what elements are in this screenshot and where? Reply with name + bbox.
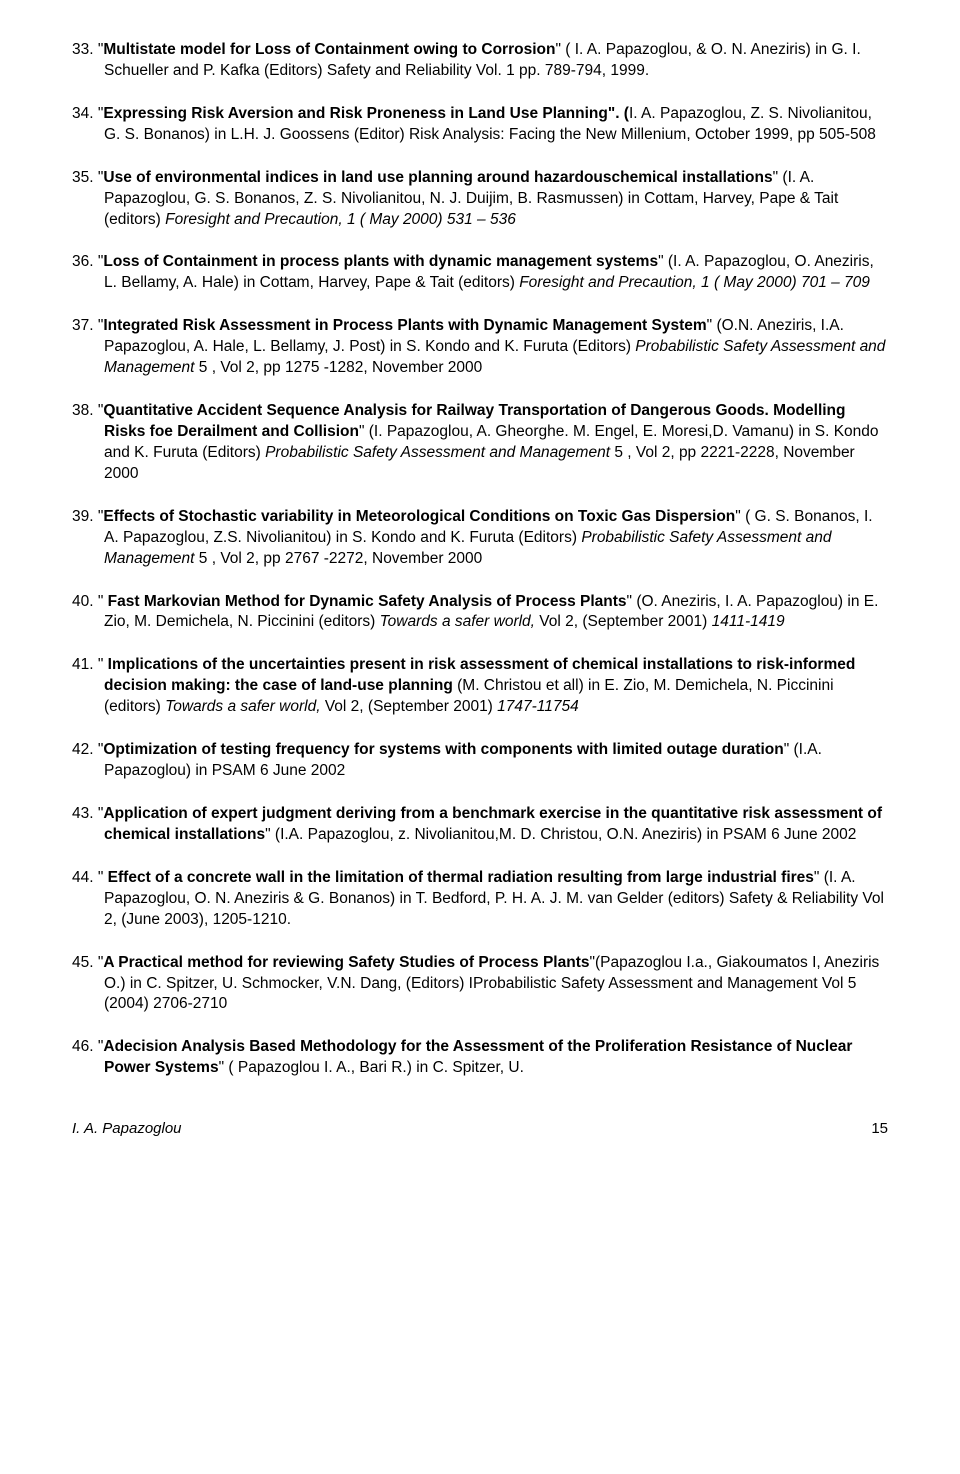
ref-prefix: " [98, 593, 108, 610]
ref-number: 45. [72, 954, 98, 971]
ref-number: 44. [72, 869, 98, 886]
ref-italic-2: 1747-11754 [497, 698, 579, 715]
ref-plain-tail: 5 , Vol 2, pp 2767 -2272, November 2000 [199, 550, 483, 567]
ref-suffix: " ( Papazoglou I. A., Bari R.) in C. Spi… [219, 1059, 524, 1076]
ref-italic: Towards a safer world, [380, 613, 540, 630]
reference-item: 45. "A Practical method for reviewing Sa… [72, 953, 888, 1016]
ref-prefix: " [98, 656, 108, 673]
ref-plain-tail: Vol 2, (September 2001) [539, 613, 711, 630]
ref-number: 42. [72, 741, 98, 758]
ref-plain-tail: Vol 2, (September 2001) [325, 698, 497, 715]
ref-italic: Towards a safer world, [165, 698, 325, 715]
reference-item: 37. "Integrated Risk Assessment in Proce… [72, 316, 888, 379]
reference-item: 40. " Fast Markovian Method for Dynamic … [72, 592, 888, 634]
ref-number: 38. [72, 402, 98, 419]
ref-title: Expressing Risk Aversion and Risk Pronen… [103, 105, 629, 122]
ref-title: A Practical method for reviewing Safety … [103, 954, 589, 971]
ref-title: Multistate model for Loss of Containment… [103, 41, 555, 58]
ref-number: 39. [72, 508, 98, 525]
ref-plain-tail: 5 , Vol 2, pp 1275 -1282, November 2000 [199, 359, 483, 376]
ref-number: 34. [72, 105, 98, 122]
ref-prefix: " [98, 869, 108, 886]
references-list: 33. " Multistate model for Loss of Contai… [72, 40, 888, 1079]
footer-author: I. A. Papazoglou [72, 1119, 182, 1139]
ref-number: 37. [72, 317, 98, 334]
ref-title: Loss of Containment in process plants wi… [103, 253, 658, 270]
ref-number: 41. [72, 656, 98, 673]
reference-item: 39. "Effects of Stochastic variability i… [72, 507, 888, 570]
ref-title: Use of environmental indices in land use… [103, 169, 772, 186]
ref-title: Fast Markovian Method for Dynamic Safety… [108, 593, 627, 610]
ref-italic: Foresight and Precaution, 1 ( May 2000) … [165, 211, 516, 228]
ref-title: Integrated Risk Assessment in Process Pl… [103, 317, 706, 334]
ref-number: 35. [72, 169, 98, 186]
ref-title: Effects of Stochastic variability in Met… [103, 508, 735, 525]
page-content: 33. " Multistate model for Loss of Contai… [0, 0, 960, 1189]
reference-item: 38. "Quantitative Accident Sequence Anal… [72, 401, 888, 485]
ref-number: 46. [72, 1038, 98, 1055]
reference-item: 35. "Use of environmental indices in lan… [72, 168, 888, 231]
page-number: 15 [871, 1119, 888, 1139]
reference-item: 36. "Loss of Containment in process plan… [72, 252, 888, 294]
ref-number: 36. [72, 253, 98, 270]
ref-number: 43. [72, 805, 98, 822]
ref-italic: Foresight and Precaution, 1 ( May 2000) … [519, 274, 870, 291]
ref-suffix: " (I.A. Papazoglou, z. Nivolianitou,M. D… [265, 826, 856, 843]
ref-number: 33. [72, 41, 98, 58]
ref-italic: Probabilistic Safety Assessment and Mana… [265, 444, 614, 461]
page-footer: I. A. Papazoglou 15 [72, 1101, 888, 1139]
ref-title: Effect of a concrete wall in the limitat… [108, 869, 814, 886]
ref-italic-2: 1411-1419 [712, 613, 785, 630]
ref-title: Optimization of testing frequency for sy… [103, 741, 783, 758]
ref-number: 40. [72, 593, 98, 610]
reference-item: 46. "Adecision Analysis Based Methodolog… [72, 1037, 888, 1079]
reference-item: 43. "Application of expert judgment deri… [72, 804, 888, 846]
reference-item: 41. " Implications of the uncertainties … [72, 655, 888, 718]
reference-item: 34. "Expressing Risk Aversion and Risk P… [72, 104, 888, 146]
reference-item: 33. "Multistate model for Loss of Contai… [72, 40, 888, 82]
reference-item: 42. "Optimization of testing frequency f… [72, 740, 888, 782]
reference-item: 44. " Effect of a concrete wall in the l… [72, 868, 888, 931]
